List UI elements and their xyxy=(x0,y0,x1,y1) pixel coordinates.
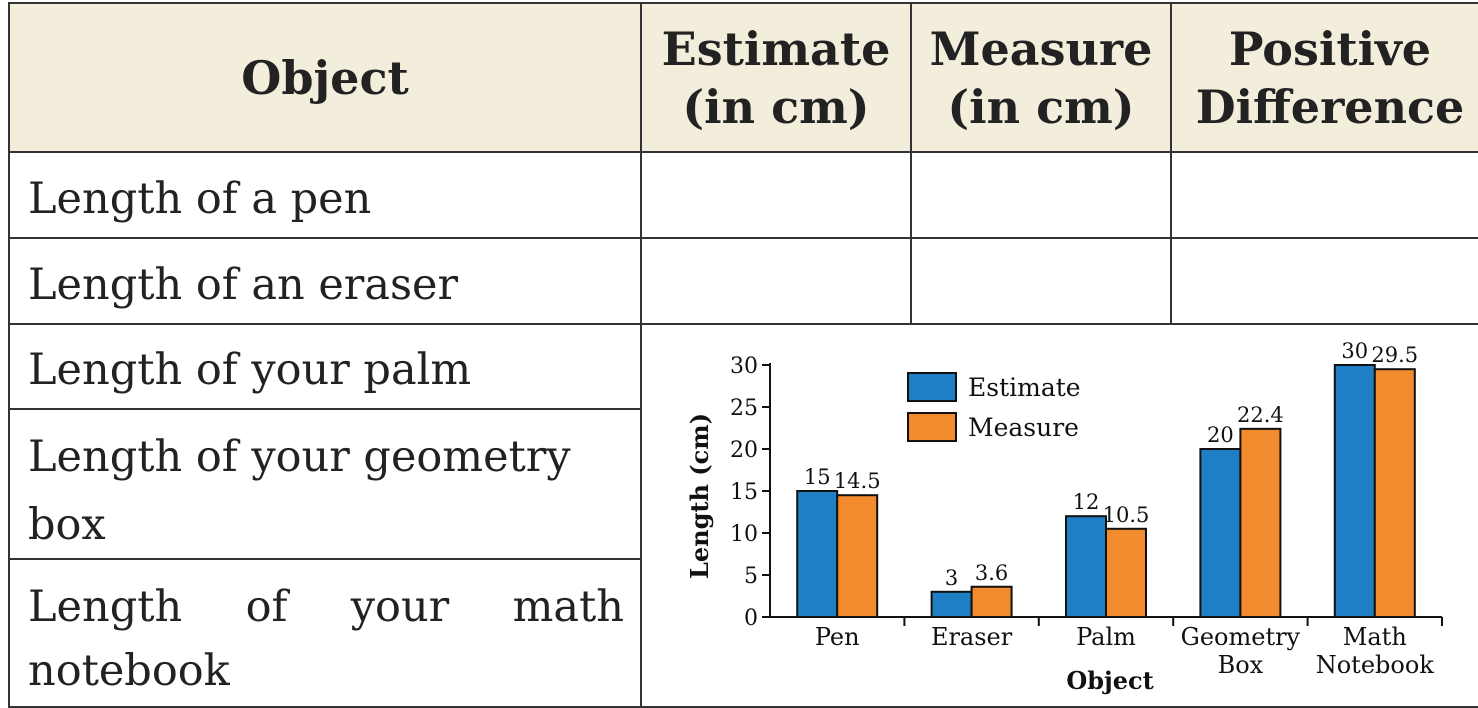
data-label: 12 xyxy=(1073,490,1100,514)
row-label-notebook-line-1: Length of your math xyxy=(28,582,624,632)
data-label: 30 xyxy=(1341,339,1368,363)
header-difference: Positive Difference xyxy=(1170,2,1478,153)
table-row xyxy=(8,151,642,239)
y-axis-title: Length (cm) xyxy=(685,413,714,579)
word: math xyxy=(512,582,624,632)
y-tick-label: 5 xyxy=(744,564,758,589)
table-row xyxy=(8,237,642,325)
bar xyxy=(1239,427,1282,618)
answer-cell[interactable] xyxy=(910,237,1172,325)
x-tick-label: Eraser xyxy=(931,623,1013,651)
y-tick-label: 0 xyxy=(744,606,758,631)
data-label: 10.5 xyxy=(1103,503,1150,527)
data-label: 20 xyxy=(1207,423,1234,447)
header-measure: Measure (in cm) xyxy=(910,2,1172,153)
x-axis-title: Object xyxy=(1066,666,1153,695)
row-label-palm: Length of your palm xyxy=(28,345,472,395)
legend-swatch xyxy=(907,372,957,402)
legend-swatch xyxy=(907,412,957,442)
row-label-pen: Length of a pen xyxy=(28,174,372,224)
answer-cell[interactable] xyxy=(640,237,912,325)
x-tick-label: Math xyxy=(1343,623,1407,651)
bar xyxy=(1373,368,1416,619)
answer-cell[interactable] xyxy=(1170,151,1478,239)
bar xyxy=(970,585,1013,619)
row-label-geometry-line-2: box xyxy=(28,500,106,550)
table-row xyxy=(8,408,642,560)
header-difference-line-1: Positive xyxy=(1228,21,1432,76)
y-tick-label: 30 xyxy=(730,354,758,379)
y-tick-label: 20 xyxy=(730,438,758,463)
header-estimate-line-1: Estimate xyxy=(661,21,891,76)
y-tick-label: 15 xyxy=(730,480,758,505)
answer-cell[interactable] xyxy=(640,151,912,239)
legend-label: Measure xyxy=(968,413,1079,442)
data-label: 3.6 xyxy=(975,561,1008,585)
y-tick-label: 25 xyxy=(730,396,758,421)
data-label: 22.4 xyxy=(1237,403,1284,427)
row-label-notebook-line-2: notebook xyxy=(28,646,230,696)
bar xyxy=(1065,515,1107,619)
x-tick-label: Geometry xyxy=(1181,623,1301,651)
header-measure-line-1: Measure xyxy=(929,21,1153,76)
table-row xyxy=(8,558,642,708)
word: of xyxy=(245,582,288,632)
x-tick-label: Palm xyxy=(1076,623,1136,651)
y-tick-label: 10 xyxy=(730,522,758,547)
answer-cell[interactable] xyxy=(1170,237,1478,325)
row-label-eraser: Length of an eraser xyxy=(28,260,459,310)
header-estimate-line-2: (in cm) xyxy=(682,79,870,134)
bar xyxy=(1105,527,1147,618)
x-tick-label: Box xyxy=(1218,651,1264,679)
word: your xyxy=(350,582,450,632)
header-object: Object xyxy=(8,2,642,153)
x-tick-label: Pen xyxy=(815,623,860,651)
data-label: 14.5 xyxy=(834,469,881,493)
data-label: 15 xyxy=(804,465,831,489)
x-tick-label: Notebook xyxy=(1316,651,1435,679)
header-difference-line-2: Difference xyxy=(1195,79,1465,134)
bar xyxy=(1199,448,1242,618)
legend-label: Estimate xyxy=(968,373,1081,402)
bar xyxy=(836,494,879,619)
answer-cell[interactable] xyxy=(910,151,1172,239)
header-object-line-1: Object xyxy=(241,50,409,105)
data-label: 29.5 xyxy=(1371,343,1418,367)
row-label-geometry-line-1: Length of your geometry xyxy=(28,432,571,482)
word: Length xyxy=(28,582,183,632)
header-measure-line-2: (in cm) xyxy=(947,79,1135,134)
bar xyxy=(930,590,973,618)
bar xyxy=(1333,364,1376,618)
data-label: 3 xyxy=(945,566,958,590)
bar xyxy=(796,490,839,618)
